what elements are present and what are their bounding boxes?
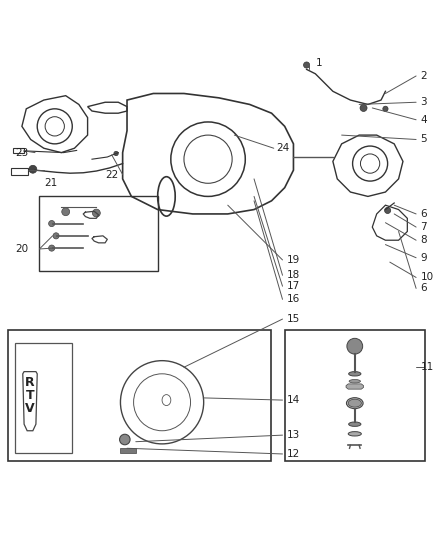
Text: 3: 3 bbox=[420, 97, 427, 107]
Circle shape bbox=[62, 208, 70, 216]
Ellipse shape bbox=[349, 372, 361, 376]
Text: 10: 10 bbox=[420, 272, 434, 282]
Text: 21: 21 bbox=[44, 178, 57, 188]
Circle shape bbox=[360, 104, 367, 111]
Circle shape bbox=[49, 245, 55, 251]
Text: 1: 1 bbox=[315, 58, 322, 68]
Circle shape bbox=[49, 221, 55, 227]
Circle shape bbox=[385, 207, 391, 214]
Ellipse shape bbox=[348, 399, 361, 407]
Text: 9: 9 bbox=[420, 253, 427, 263]
Ellipse shape bbox=[346, 398, 363, 409]
Text: V: V bbox=[25, 402, 35, 415]
Bar bbox=[120, 448, 136, 453]
Bar bbox=[39, 197, 158, 271]
Text: 12: 12 bbox=[287, 449, 300, 459]
Text: 23: 23 bbox=[15, 148, 28, 158]
Text: 13: 13 bbox=[287, 430, 300, 440]
Circle shape bbox=[304, 62, 310, 68]
Text: 7: 7 bbox=[420, 222, 427, 232]
Text: 2: 2 bbox=[420, 71, 427, 81]
Text: 4: 4 bbox=[420, 115, 427, 125]
Circle shape bbox=[383, 106, 388, 111]
Text: 5: 5 bbox=[420, 134, 427, 144]
Circle shape bbox=[114, 151, 118, 156]
Text: 6: 6 bbox=[420, 284, 427, 293]
Text: 17: 17 bbox=[287, 281, 300, 291]
Text: 15: 15 bbox=[287, 314, 300, 324]
Circle shape bbox=[29, 165, 37, 173]
Text: 20: 20 bbox=[15, 244, 28, 254]
Circle shape bbox=[347, 338, 363, 354]
Circle shape bbox=[120, 434, 130, 445]
Bar bbox=[8, 330, 271, 462]
Text: 6: 6 bbox=[420, 209, 427, 219]
Text: 24: 24 bbox=[276, 143, 289, 154]
Text: 19: 19 bbox=[287, 255, 300, 265]
Polygon shape bbox=[346, 384, 364, 389]
Circle shape bbox=[92, 209, 100, 217]
Bar bbox=[15, 343, 72, 453]
Text: T: T bbox=[25, 389, 34, 402]
Circle shape bbox=[53, 233, 59, 239]
Bar bbox=[285, 330, 425, 462]
Text: 18: 18 bbox=[287, 270, 300, 280]
Ellipse shape bbox=[349, 379, 360, 383]
Bar bbox=[11, 167, 28, 175]
Text: 11: 11 bbox=[420, 362, 434, 372]
Text: 22: 22 bbox=[105, 169, 118, 180]
Text: 14: 14 bbox=[287, 395, 300, 405]
Text: R: R bbox=[25, 376, 35, 389]
Text: 16: 16 bbox=[287, 294, 300, 304]
Bar bbox=[13, 148, 24, 154]
Text: 8: 8 bbox=[420, 235, 427, 245]
Ellipse shape bbox=[348, 432, 361, 436]
Ellipse shape bbox=[349, 422, 361, 426]
